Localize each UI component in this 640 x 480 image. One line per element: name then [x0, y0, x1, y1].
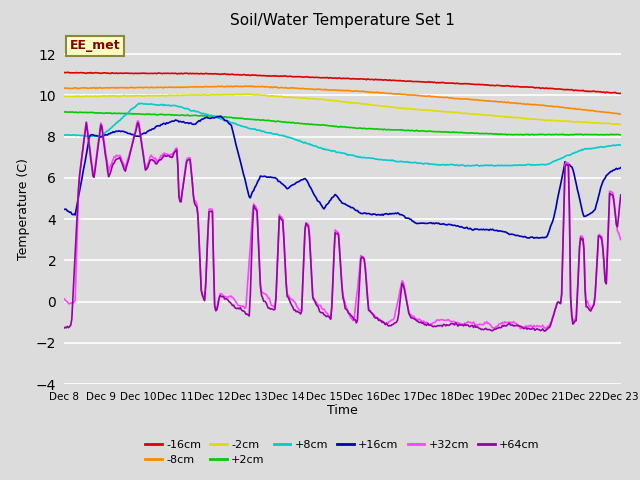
-8cm: [616, 111, 623, 117]
+64cm: [518, 324, 525, 330]
X-axis label: Time: Time: [327, 405, 358, 418]
+32cm: [60, 296, 68, 301]
+64cm: [60, 325, 68, 331]
+16cm: [393, 211, 401, 216]
-16cm: [362, 77, 370, 83]
+2cm: [393, 127, 401, 133]
-8cm: [362, 89, 370, 95]
+2cm: [606, 132, 614, 137]
+2cm: [326, 123, 333, 129]
+32cm: [362, 277, 370, 283]
-2cm: [518, 115, 525, 121]
Text: EE_met: EE_met: [70, 39, 120, 52]
+2cm: [60, 109, 68, 115]
+64cm: [83, 120, 90, 125]
+32cm: [326, 314, 333, 320]
+8cm: [462, 163, 470, 169]
+16cm: [216, 113, 224, 119]
-2cm: [326, 97, 333, 103]
+16cm: [60, 206, 68, 212]
+8cm: [326, 147, 333, 153]
Line: +2cm: +2cm: [64, 112, 621, 135]
+64cm: [329, 277, 337, 283]
+8cm: [617, 143, 625, 148]
+64cm: [606, 191, 614, 196]
+16cm: [326, 198, 333, 204]
-16cm: [616, 91, 623, 96]
-8cm: [617, 111, 625, 117]
+32cm: [606, 188, 614, 194]
-8cm: [246, 83, 254, 89]
-16cm: [605, 90, 612, 96]
+8cm: [60, 132, 68, 138]
+2cm: [62, 109, 70, 115]
+64cm: [326, 315, 333, 321]
+8cm: [135, 100, 143, 106]
+32cm: [617, 237, 625, 242]
+16cm: [606, 169, 614, 175]
+32cm: [518, 325, 525, 331]
+8cm: [329, 148, 337, 154]
-16cm: [60, 70, 68, 75]
Y-axis label: Temperature (C): Temperature (C): [17, 158, 31, 260]
-16cm: [617, 91, 625, 96]
+16cm: [329, 194, 337, 200]
-16cm: [63, 70, 71, 75]
-16cm: [329, 75, 337, 81]
Line: +32cm: +32cm: [64, 121, 621, 329]
+32cm: [329, 276, 337, 282]
Line: -16cm: -16cm: [64, 72, 621, 94]
Line: +64cm: +64cm: [64, 122, 621, 331]
+8cm: [606, 143, 614, 149]
-2cm: [605, 120, 612, 126]
-8cm: [393, 91, 401, 97]
+2cm: [617, 132, 625, 138]
+16cm: [518, 234, 525, 240]
-8cm: [326, 87, 333, 93]
-2cm: [362, 101, 370, 107]
+16cm: [525, 235, 533, 241]
Line: +8cm: +8cm: [64, 103, 621, 166]
+2cm: [564, 132, 572, 138]
-2cm: [393, 105, 401, 110]
+32cm: [542, 326, 550, 332]
+32cm: [134, 118, 141, 124]
-2cm: [329, 97, 337, 103]
+8cm: [393, 159, 401, 165]
+64cm: [393, 319, 401, 325]
-2cm: [617, 121, 625, 127]
-2cm: [616, 121, 623, 127]
+8cm: [519, 162, 527, 168]
-8cm: [60, 85, 68, 91]
+64cm: [617, 192, 625, 198]
+64cm: [541, 328, 548, 334]
+2cm: [329, 123, 337, 129]
-8cm: [605, 109, 612, 115]
+16cm: [362, 211, 370, 216]
Line: -2cm: -2cm: [64, 94, 621, 124]
+16cm: [617, 165, 625, 170]
+2cm: [362, 126, 370, 132]
+8cm: [362, 155, 370, 161]
-16cm: [518, 84, 525, 90]
Legend: -16cm, -8cm, -2cm, +2cm, +8cm, +16cm, +32cm, +64cm: -16cm, -8cm, -2cm, +2cm, +8cm, +16cm, +3…: [141, 435, 544, 469]
-8cm: [329, 87, 337, 93]
+2cm: [518, 132, 525, 137]
+32cm: [393, 304, 401, 310]
+64cm: [362, 281, 370, 287]
Line: -8cm: -8cm: [64, 86, 621, 114]
Line: +16cm: +16cm: [64, 116, 621, 238]
Title: Soil/Water Temperature Set 1: Soil/Water Temperature Set 1: [230, 13, 455, 28]
-2cm: [245, 91, 253, 97]
-16cm: [393, 78, 401, 84]
-8cm: [518, 101, 525, 107]
-2cm: [60, 94, 68, 99]
-16cm: [326, 75, 333, 81]
